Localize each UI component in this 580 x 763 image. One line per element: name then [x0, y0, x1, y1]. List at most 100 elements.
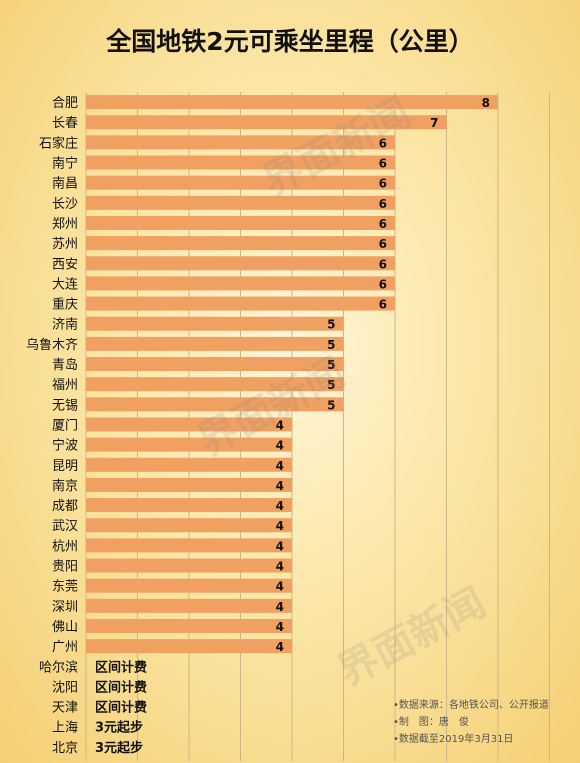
data-label: 4	[276, 640, 284, 654]
category-label: 厦门	[52, 418, 78, 433]
category-label: 东莞	[52, 580, 78, 595]
bar	[86, 256, 395, 271]
note-label: 3元起步	[95, 720, 143, 736]
data-label: 5	[327, 378, 335, 392]
data-label: 5	[327, 338, 335, 352]
bar	[86, 357, 344, 372]
bar	[86, 639, 292, 654]
data-label: 4	[276, 620, 284, 634]
bar	[86, 95, 498, 110]
data-label: 6	[379, 177, 387, 191]
data-label: 5	[327, 398, 335, 412]
category-label: 沈阳	[52, 680, 78, 695]
bar	[86, 155, 395, 170]
data-label: 5	[327, 358, 335, 372]
category-label: 天津	[52, 701, 78, 716]
bar	[86, 498, 292, 513]
data-label: 4	[276, 539, 284, 553]
category-label: 哈尔滨	[39, 659, 78, 675]
chart-title: 全国地铁2元可乘坐里程（公里）	[106, 27, 474, 56]
data-label: 6	[379, 136, 387, 150]
bar	[86, 215, 395, 230]
footer-source: •数据来源：各地铁公司、公开报道	[393, 700, 549, 711]
category-label: 石家庄	[39, 135, 78, 151]
category-label: 郑州	[52, 217, 78, 232]
data-label: 7	[430, 116, 438, 130]
data-label: 6	[379, 257, 387, 271]
category-label: 广州	[52, 640, 78, 655]
category-label: 成都	[52, 499, 78, 514]
data-label: 4	[276, 560, 284, 574]
bar	[86, 296, 395, 311]
bar	[86, 115, 447, 130]
category-label: 昆明	[52, 459, 78, 474]
category-label: 上海	[52, 721, 78, 736]
footer: •数据来源：各地铁公司、公开报道 •制 图：唐 俊 •数据截至2019年3月31…	[393, 697, 549, 748]
bar	[86, 377, 344, 392]
data-label: 4	[276, 479, 284, 493]
bar	[86, 195, 395, 210]
footer-date: •数据截至2019年3月31日	[393, 734, 514, 745]
category-label: 福州	[52, 378, 78, 393]
category-label: 青岛	[52, 357, 78, 373]
data-label: 4	[276, 580, 284, 594]
category-label: 武汉	[52, 519, 78, 534]
bars: 8 7 6 6 6 6 6 6 6 6 6 5 5 5 5 5 4 4 4 4 4 4 4 4 4 4 4 4	[86, 95, 498, 654]
note-label: 区间计费	[95, 679, 147, 695]
category-label: 长春	[52, 116, 78, 131]
data-label: 6	[379, 217, 387, 231]
data-label: 6	[379, 277, 387, 291]
category-label: 贵阳	[52, 560, 78, 575]
bar	[86, 618, 292, 633]
bar	[86, 518, 292, 533]
category-label: 济南	[52, 317, 78, 333]
category-label: 合肥	[52, 96, 78, 111]
category-label: 深圳	[52, 600, 78, 615]
data-label: 8	[482, 96, 490, 110]
bar	[86, 175, 395, 190]
note-label: 区间计费	[95, 659, 147, 675]
bar	[86, 397, 344, 412]
bar	[86, 558, 292, 573]
bar	[86, 135, 395, 150]
footer-maker: •制 图：唐 俊	[393, 717, 469, 728]
category-label: 宁波	[52, 438, 78, 454]
category-label: 大连	[52, 276, 78, 292]
category-label: 西安	[52, 257, 78, 272]
bar	[86, 437, 292, 452]
data-label: 4	[276, 600, 284, 614]
data-label: 5	[327, 318, 335, 332]
data-label: 6	[379, 298, 387, 312]
category-label: 佛山	[52, 620, 78, 635]
category-label: 杭州	[52, 539, 78, 554]
data-label: 4	[276, 519, 284, 533]
bar	[86, 336, 344, 351]
bar	[86, 316, 344, 331]
bar	[86, 477, 292, 492]
category-label: 无锡	[52, 398, 78, 413]
data-label: 4	[276, 459, 284, 473]
note-label: 区间计费	[95, 700, 147, 716]
category-labels: 合肥长春石家庄南宁南昌长沙郑州苏州西安大连重庆济南乌鲁木齐青岛福州无锡厦门宁波昆…	[26, 96, 147, 756]
bar	[86, 538, 292, 553]
bar	[86, 578, 292, 593]
category-label: 北京	[52, 741, 78, 756]
data-label: 4	[276, 418, 284, 432]
note-label: 3元起步	[95, 740, 143, 756]
data-label: 6	[379, 237, 387, 251]
category-label: 重庆	[52, 297, 78, 313]
category-label: 南昌	[52, 176, 78, 192]
data-label: 6	[379, 197, 387, 211]
data-label: 4	[276, 439, 284, 453]
category-label: 乌鲁木齐	[26, 337, 78, 353]
bar	[86, 457, 292, 472]
data-label: 6	[379, 157, 387, 171]
category-label: 南京	[52, 478, 78, 494]
bar	[86, 598, 292, 613]
category-label: 长沙	[52, 197, 78, 212]
category-label: 苏州	[52, 236, 78, 252]
category-label: 南宁	[52, 156, 78, 172]
data-label: 4	[276, 499, 284, 513]
bar	[86, 417, 292, 432]
